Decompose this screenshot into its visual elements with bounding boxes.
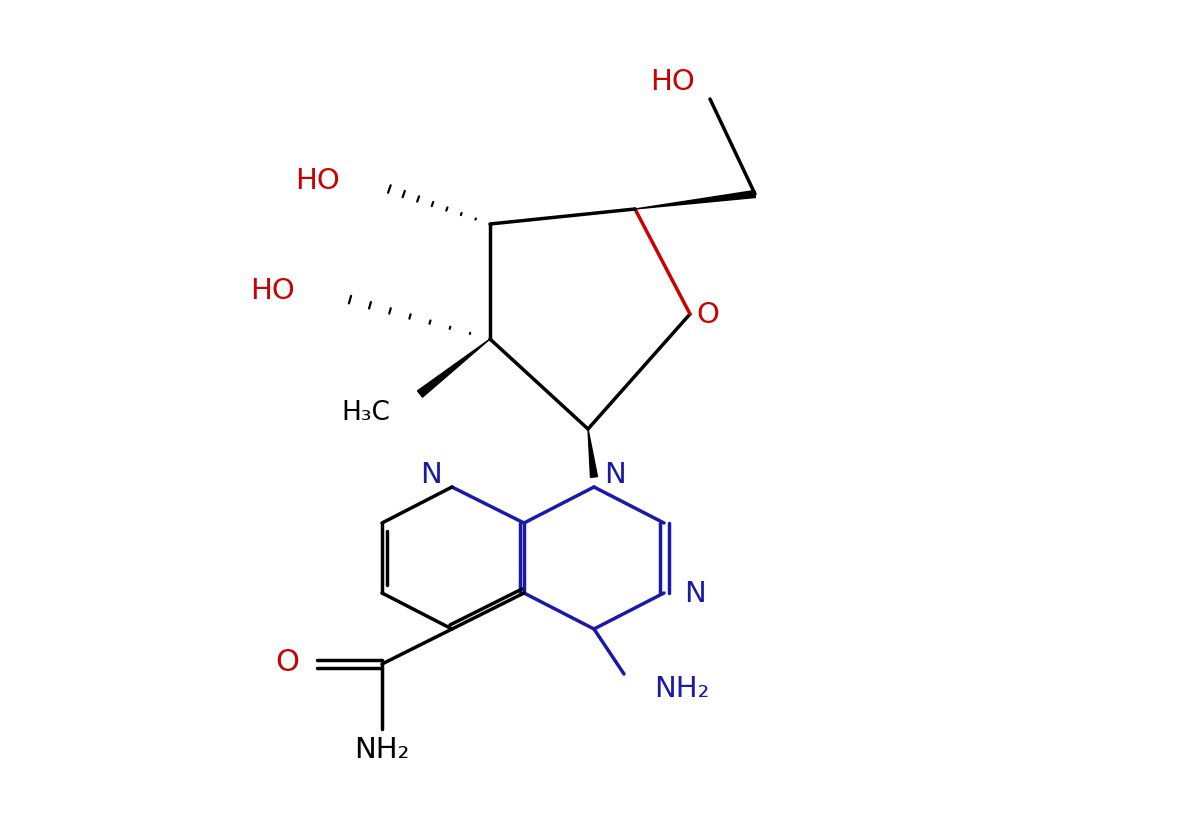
Text: N: N xyxy=(684,579,706,607)
Text: N: N xyxy=(604,461,625,488)
Polygon shape xyxy=(588,430,598,478)
Text: N: N xyxy=(420,461,442,488)
Text: NH₂: NH₂ xyxy=(354,735,410,763)
Text: H₃C: H₃C xyxy=(341,400,389,426)
Polygon shape xyxy=(635,191,755,210)
Polygon shape xyxy=(418,339,490,398)
Text: O: O xyxy=(697,301,719,329)
Text: NH₂: NH₂ xyxy=(654,674,710,702)
Text: HO: HO xyxy=(250,277,295,304)
Text: HO: HO xyxy=(295,167,339,195)
Text: HO: HO xyxy=(650,68,696,96)
Text: O: O xyxy=(275,648,299,676)
